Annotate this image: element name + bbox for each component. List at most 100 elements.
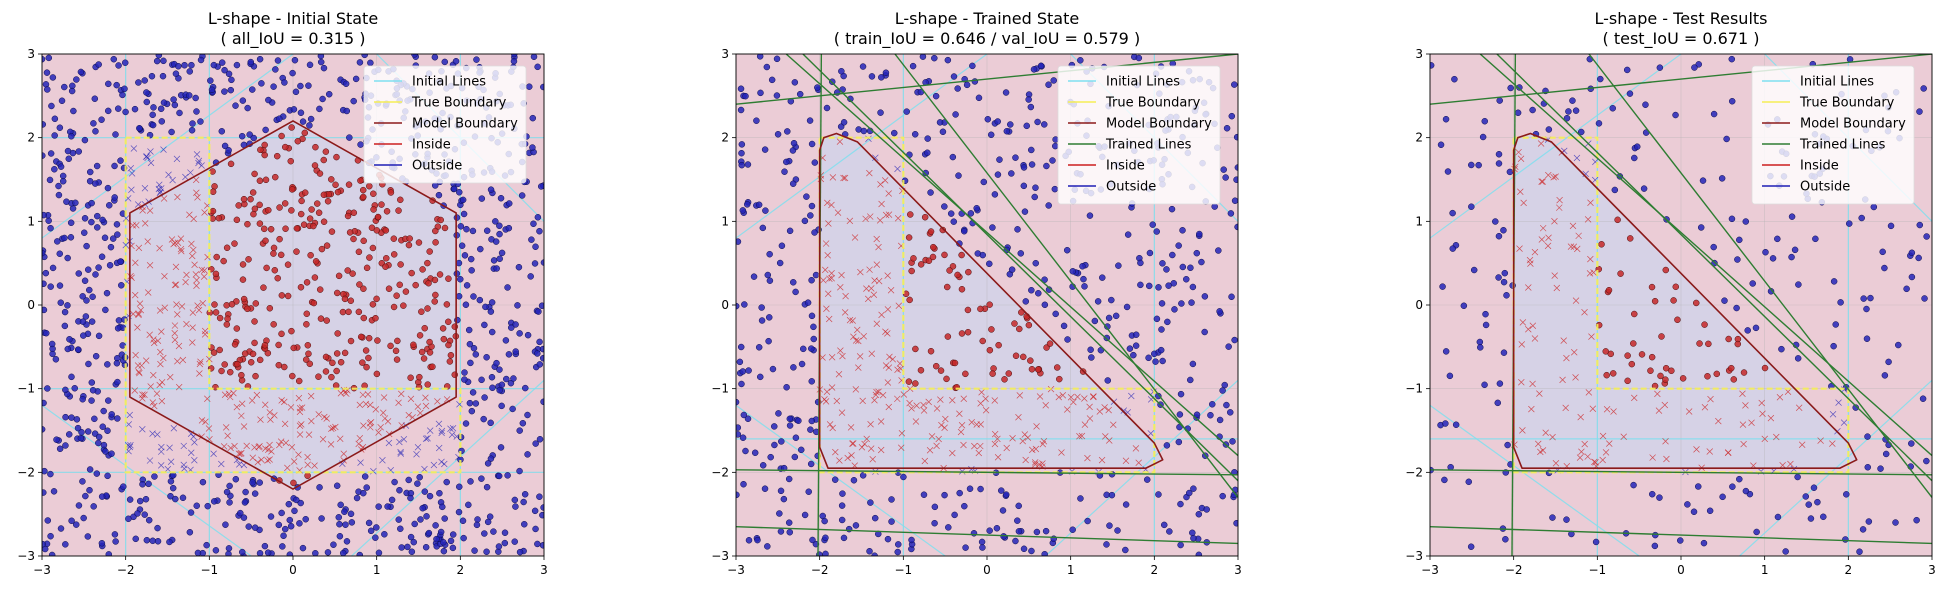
outside-point	[501, 539, 509, 547]
outside-point	[168, 128, 175, 136]
false-inside-point	[445, 341, 452, 349]
inside-point-marker	[372, 406, 380, 413]
outside-point	[1179, 263, 1187, 271]
outside-point	[1507, 84, 1514, 92]
outside-point	[1503, 292, 1510, 299]
outside-point	[1810, 484, 1818, 491]
false-inside-point	[212, 270, 220, 278]
outside-point	[94, 224, 101, 231]
inside-point-marker	[1655, 407, 1663, 414]
outside-point	[227, 86, 235, 94]
outside-point	[1495, 232, 1503, 240]
false-inside-point	[350, 235, 357, 243]
outside-point	[1023, 122, 1030, 130]
false-inside-point	[218, 367, 225, 375]
inside-point-marker	[1724, 449, 1732, 456]
outside-point	[98, 253, 106, 261]
y-tick-label: 1	[27, 214, 35, 228]
false-inside-point	[917, 367, 925, 374]
x-tick-label: 3	[540, 563, 548, 577]
inside-point-marker	[1584, 216, 1592, 223]
false-inside-point	[281, 143, 289, 151]
outside-point	[86, 286, 93, 294]
false-inside-point	[231, 341, 239, 348]
inside-point-marker	[1086, 403, 1093, 411]
outside-point	[225, 70, 233, 78]
outside-point	[1718, 175, 1726, 182]
outside-point	[489, 384, 496, 392]
inside-point-marker	[873, 235, 880, 243]
outside-point	[207, 77, 214, 84]
outside-point	[1695, 61, 1702, 68]
y-tick-label: 1	[721, 214, 729, 228]
outside-point	[256, 479, 263, 486]
inside-point-marker	[201, 267, 208, 274]
false-inside-point	[297, 210, 305, 218]
missed-point-marker	[1128, 392, 1135, 400]
outside-point	[1153, 315, 1161, 323]
inside-point-marker	[1022, 456, 1029, 464]
outside-point	[518, 192, 526, 199]
outside-point	[58, 97, 66, 105]
inside-point-marker	[825, 220, 832, 227]
false-inside-point	[412, 281, 419, 289]
false-inside-point	[344, 267, 351, 274]
x-tick-label: −1	[1588, 563, 1606, 577]
outside-point	[1231, 81, 1238, 88]
outside-point	[64, 147, 72, 155]
outside-point	[193, 502, 200, 510]
outside-point	[1672, 111, 1679, 119]
inside-point-marker	[422, 394, 429, 401]
outside-point	[1442, 115, 1450, 123]
false-inside-point	[349, 270, 356, 277]
inside-point-marker	[134, 324, 141, 331]
false-inside-point	[288, 124, 295, 131]
outside-point	[89, 293, 96, 301]
outside-point	[56, 282, 64, 289]
false-inside-point	[320, 191, 328, 199]
inside-point-marker	[141, 220, 149, 227]
inside-point-marker	[182, 278, 189, 286]
outside-point	[784, 128, 791, 135]
outside-point	[798, 360, 806, 368]
outside-point	[829, 78, 836, 85]
false-inside-point	[221, 361, 228, 368]
outside-point	[141, 77, 148, 84]
outside-point	[839, 490, 846, 497]
false-inside-point	[273, 152, 281, 160]
inside-point-marker	[305, 431, 313, 438]
outside-point	[286, 551, 294, 556]
outside-point	[105, 397, 112, 404]
inside-point-marker	[188, 240, 195, 248]
inside-point-marker	[1078, 432, 1086, 440]
outside-point	[372, 534, 379, 541]
inside-point-marker	[949, 397, 956, 404]
outside-point	[132, 535, 139, 543]
inside-point-marker	[933, 405, 941, 412]
outside-point	[1863, 305, 1870, 313]
y-tick-label: 0	[27, 298, 35, 312]
outside-point	[1858, 214, 1865, 222]
inside-point-marker	[141, 391, 148, 398]
outside-point	[808, 276, 815, 284]
false-inside-point	[261, 141, 268, 149]
false-inside-point	[1692, 299, 1700, 307]
outside-point	[1077, 495, 1084, 502]
inside-point-marker	[315, 411, 322, 418]
outside-point	[121, 85, 128, 93]
chart-title: L-shape - Test Results	[1595, 9, 1768, 28]
outside-point	[381, 531, 388, 538]
inside-point-marker	[835, 370, 843, 378]
false-inside-point	[416, 332, 424, 339]
false-inside-point	[424, 259, 431, 267]
false-inside-point	[322, 368, 330, 375]
outside-point	[226, 499, 233, 506]
inside-point-marker	[1570, 243, 1578, 251]
outside-point	[980, 178, 988, 186]
false-inside-point	[290, 344, 297, 352]
outside-point	[1166, 528, 1173, 535]
inside-point-marker	[977, 421, 984, 428]
inside-point-marker	[1032, 445, 1040, 453]
outside-point	[792, 288, 799, 296]
y-tick-label: −3	[1405, 549, 1423, 563]
